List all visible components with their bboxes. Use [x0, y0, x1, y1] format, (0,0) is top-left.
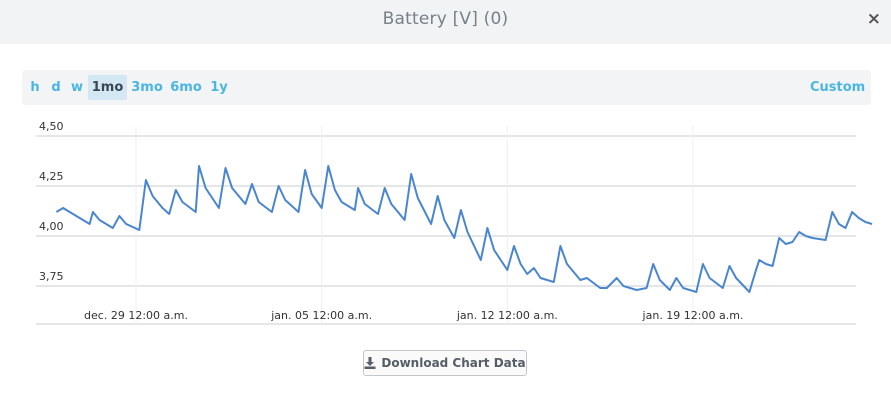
y-tick-label-1: 4,25 — [39, 170, 64, 183]
y-tick-label-2: 4,00 — [39, 220, 64, 233]
range-button-6mo[interactable]: 6mo — [170, 80, 202, 95]
x-tick-label-0: dec. 29 12:00 a.m. — [84, 309, 188, 322]
range-button-1mo[interactable]: 1mo — [88, 75, 127, 100]
close-icon[interactable]: × — [866, 9, 881, 29]
range-button-w[interactable]: w — [70, 80, 83, 95]
battery-series-line — [55, 165, 873, 293]
x-tick-label-1: jan. 05 12:00 a.m. — [270, 309, 372, 322]
range-button-1y[interactable]: 1y — [210, 80, 228, 95]
y-axis-ticks: 4,50 4,25 4,00 3,75 — [39, 120, 64, 283]
y-tick-label-3: 3,75 — [39, 270, 64, 283]
range-button-3mo[interactable]: 3mo — [131, 80, 163, 95]
chart-grid — [36, 126, 856, 325]
range-button-h[interactable]: h — [30, 80, 40, 95]
download-chart-data-button[interactable]: Download Chart Data — [363, 350, 527, 376]
download-label: Download Chart Data — [381, 356, 526, 370]
time-range-bar: h d w 1mo 3mo 6mo 1y Custom — [22, 70, 871, 105]
x-axis-ticks: dec. 29 12:00 a.m. jan. 05 12:00 a.m. jan.… — [84, 309, 743, 322]
x-tick-label-2: jan. 12 12:00 a.m. — [456, 309, 558, 322]
modal-header: Battery [V] (0) × — [0, 0, 891, 44]
x-tick-label-3: jan. 19 12:00 a.m. — [642, 309, 744, 322]
y-tick-label-0: 4,50 — [39, 120, 64, 133]
range-button-d[interactable]: d — [51, 80, 61, 95]
download-icon — [364, 357, 376, 369]
custom-range-button[interactable]: Custom — [810, 80, 866, 95]
modal-title: Battery [V] (0) — [382, 9, 509, 29]
battery-chart: 4,50 4,25 4,00 3,75 dec. 29 12:00 a.m. jan. … — [36, 120, 873, 325]
